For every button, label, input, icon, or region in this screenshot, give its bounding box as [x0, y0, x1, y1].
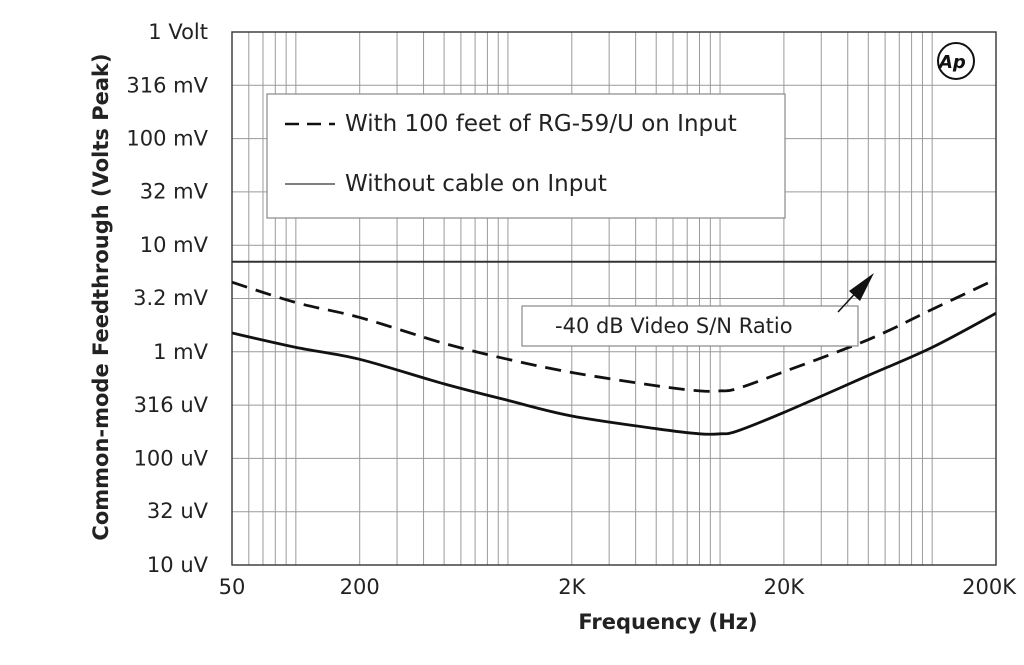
ap-logo: Ap [937, 42, 975, 80]
y-tick-label: 3.2 mV [133, 286, 209, 310]
y-tick-label: 316 mV [126, 73, 208, 97]
x-axis-title: Frequency (Hz) [578, 610, 757, 634]
y-tick-labels: 1 Volt 316 mV 100 mV 32 mV 10 mV 3.2 mV 1 mV 31… [126, 20, 208, 577]
series-group [231, 277, 997, 436]
y-tick-label: 316 uV [134, 393, 209, 417]
annotation-arrow-head [849, 273, 874, 301]
legend: With 100 feet of RG-59/U on Input Withou… [266, 93, 786, 219]
y-tick-label: 32 mV [140, 179, 209, 203]
x-tick-label: 50 [219, 575, 246, 599]
x-tick-label: 2K [558, 575, 586, 599]
y-tick-label: 1 Volt [148, 20, 208, 44]
y-tick-label: 10 uV [147, 553, 209, 577]
y-tick-label: 100 mV [126, 127, 208, 151]
ap-logo-text: Ap [937, 52, 966, 73]
x-tick-label: 200 [340, 575, 380, 599]
y-axis-title: Common-mode Feedthrough (Volts Peak) [89, 53, 113, 540]
legend-box [266, 93, 786, 219]
x-tick-labels: 50 200 2K 20K 200K [219, 575, 1018, 599]
y-tick-label: 10 mV [140, 233, 209, 257]
annotation-text: -40 dB Video S/N Ratio [555, 314, 793, 338]
y-tick-label: 32 uV [147, 499, 209, 523]
y-tick-label: 1 mV [153, 340, 208, 364]
ap-logo-ring [937, 42, 975, 80]
annotation: -40 dB Video S/N Ratio [521, 273, 874, 347]
x-tick-label: 200K [962, 575, 1017, 599]
plot-frame [231, 31, 997, 566]
series-line-with-cable [231, 277, 997, 393]
legend-label-without-cable: Without cable on Input [345, 171, 607, 197]
x-tick-label: 20K [764, 575, 806, 599]
annotation-box [521, 305, 859, 347]
legend-label-with-cable: With 100 feet of RG-59/U on Input [345, 111, 737, 137]
series-line-without-cable [231, 312, 997, 436]
y-tick-label: 100 uV [134, 446, 209, 470]
